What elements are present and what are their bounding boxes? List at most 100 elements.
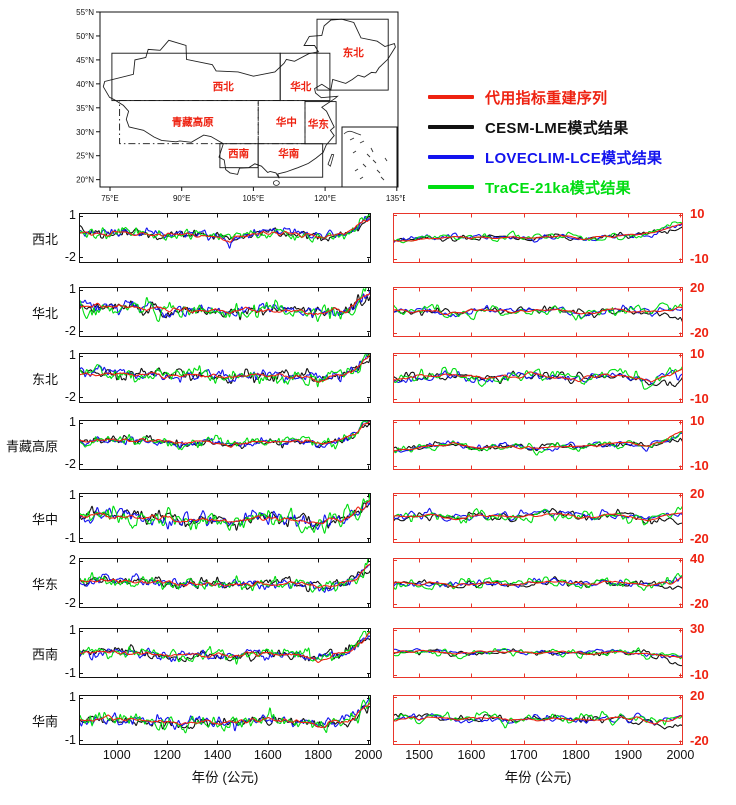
legend-item-label: CESM-LME模式结果 [485,119,629,137]
inset-island [384,157,388,162]
region-box [119,100,259,145]
region-label: 华中 [276,116,297,129]
lon-tick-label: 120°E [314,194,336,203]
right-chart-panel [393,353,683,403]
chart-row: 华东 [0,558,736,608]
inset-island [380,176,385,181]
right-chart-panel [393,420,683,470]
legend-item: LOVECLIM-LCE模式结果 [428,142,662,172]
right-chart-panel [393,628,683,678]
region-row-label: 华北 [31,305,58,321]
region-label: 西南 [228,147,249,160]
legend-item-label: 代用指标重建序列 [485,89,608,107]
lon-tick-label: 135°E [386,194,405,203]
right-chart-panel [393,493,683,543]
china-region-map: 55°N 50°N 45°N 40°N 35°N 30°N 25°N 20°N 75°E 90°E… [76,8,405,203]
chart-row: 华中 [0,493,736,543]
left-chart-panel [79,353,371,403]
x-axis-title-right: 年份 (公元) [504,770,572,785]
region-row-label: 华南 [31,713,58,729]
lat-tick-label: 40°N [76,80,94,89]
x-tick-label: 2000 [666,748,695,762]
y-axis-tick-label: -2 [64,389,76,404]
left-chart-panel [79,695,371,745]
chart-row: 西北 [0,213,736,263]
lat-tick-label: 50°N [76,32,94,41]
left-chart-panel [79,213,371,263]
x-tick-label: 1700 [509,748,538,762]
y-axis-tick-label: 20 [690,486,705,502]
lon-tick-label: 105°E [242,194,264,203]
taiwan-island [327,153,335,167]
y-axis-tick-label: 2 [69,553,76,568]
region-row-label: 青藏高原 [5,438,58,454]
x-tick-label: 1900 [614,748,643,762]
region-box [257,143,324,178]
region-row-label: 西北 [31,231,58,247]
y-axis-tick-label: -2 [64,456,76,471]
lat-tick-label: 30°N [76,128,94,137]
x-tick-label: 1600 [457,748,486,762]
y-axis-tick-label: -1 [64,530,76,545]
region-label: 华东 [308,118,329,131]
right-chart-panel [393,695,683,745]
legend-item-label: TraCE-21ka模式结果 [485,179,631,197]
lat-tick-label: 25°N [76,152,94,161]
inset-island [359,176,364,180]
legend-item: TraCE-21ka模式结果 [428,172,662,202]
inset-island [349,137,355,141]
x-tick-label: 1600 [253,748,282,762]
y-axis-tick-label: 1 [69,415,76,430]
y-axis-tick-label: -2 [64,323,76,338]
left-chart-panel [79,628,371,678]
chart-row: 青藏高原 [0,420,736,470]
inset-island [370,147,374,153]
right-chart-panel [393,287,683,337]
y-axis-tick-label: -10 [690,250,709,266]
map-frame [99,11,399,188]
region-row-label: 西南 [31,646,58,662]
lon-tick-label: 90°E [173,194,190,203]
x-tick-label: 1500 [405,748,434,762]
y-axis-tick-label: -10 [690,390,709,406]
legend-item: CESM-LME模式结果 [428,112,662,142]
region-label: 青藏高原 [172,116,214,129]
x-tick-label: 1000 [102,748,131,762]
lat-tick-label: 45°N [76,56,94,65]
right-chart-panel [393,558,683,608]
legend-line-swatch [428,155,474,159]
y-axis-tick-label: 30 [690,621,705,637]
chart-row: 西南 [0,628,736,678]
legend-item: 代用指标重建序列 [428,82,662,112]
left-chart-panel [79,287,371,337]
x-tick-label: 1400 [203,748,232,762]
y-axis-tick-label: 1 [69,623,76,638]
lat-tick-label: 35°N [76,104,94,113]
lon-tick-label: 75°E [101,194,118,203]
y-axis-tick-label: -20 [690,596,709,612]
legend-item-label: LOVECLIM-LCE模式结果 [485,149,663,167]
inset-island [372,159,377,164]
y-axis-tick-label: 40 [690,551,705,567]
y-axis-tick-label: -10 [690,666,709,682]
inset-island [352,150,357,154]
region-label: 华北 [290,80,311,93]
legend-line-swatch [428,125,474,129]
region-label: 华南 [278,147,299,160]
legend: 代用指标重建序列 CESM-LME模式结果 LOVECLIM-LCE模式结果 T… [428,82,662,202]
y-axis-tick-label: 1 [69,348,76,363]
legend-line-swatch [428,95,474,99]
y-axis-tick-label: -2 [64,249,76,264]
region-row-label: 东北 [31,371,58,387]
y-axis-tick-label: 20 [690,688,705,704]
x-tick-label: 1800 [561,748,590,762]
chart-row: 华南 [0,695,736,745]
hainan-island [272,180,280,186]
lat-tick-label: 20°N [76,176,94,185]
y-axis-tick-label: 1 [69,208,76,223]
inset-island [376,169,381,174]
legend-line-swatch [428,185,474,189]
y-axis-tick-label: 1 [69,488,76,503]
region-box [316,18,389,91]
y-axis-tick-label: 10 [690,206,705,222]
